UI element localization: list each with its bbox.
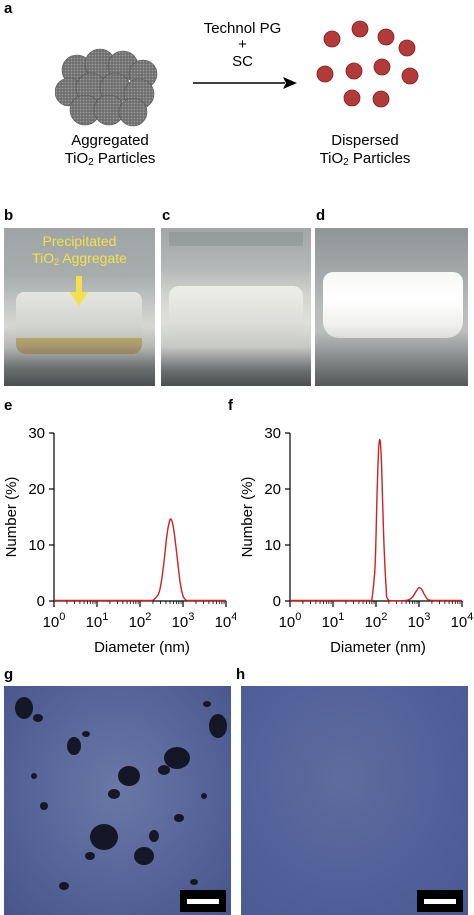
x-tick-label: 104 xyxy=(215,611,236,631)
x-tick-label: 103 xyxy=(408,611,431,631)
y-axis-label: Number (%) xyxy=(239,477,256,558)
x-tick-label: 100 xyxy=(279,611,302,631)
x-tick-label: 101 xyxy=(86,611,109,631)
series-line xyxy=(152,518,187,601)
aggregated-particles-illustration xyxy=(55,48,158,127)
x-axis-label: Diameter (nm) xyxy=(330,639,426,656)
scale-bar-g xyxy=(180,890,226,912)
x-tick-label: 104 xyxy=(451,611,474,631)
reagent-line-1: Technol PG xyxy=(203,20,282,37)
y-tick-label: 30 xyxy=(28,425,45,442)
dispersed-caption-line-1: Dispersed xyxy=(331,132,399,149)
y-tick-label: 30 xyxy=(264,425,281,442)
dispersed-caption-line-2: TiO2 Particles xyxy=(319,150,411,168)
vial-photo-c xyxy=(161,228,311,386)
panel-label-a: a xyxy=(4,0,13,17)
dispersed-particles-illustration xyxy=(316,20,419,108)
y-tick-label: 20 xyxy=(28,481,45,498)
panel-label-c: c xyxy=(162,207,171,224)
y-tick-label: 0 xyxy=(273,593,281,610)
panel-label-g: g xyxy=(4,666,14,683)
down-arrow-icon xyxy=(70,276,88,306)
y-tick-label: 10 xyxy=(264,537,281,554)
y-tick-label: 0 xyxy=(37,593,45,610)
scale-bar-h xyxy=(417,890,463,912)
y-tick-label: 20 xyxy=(264,481,281,498)
chart-e: 0 10 20 30 100 101 102 103 104 Diameter (nm) Numbe… xyxy=(3,425,236,656)
panel-label-f: f xyxy=(228,397,233,414)
vial-photo-d xyxy=(315,228,468,386)
y-axis-label: Number (%) xyxy=(3,477,20,558)
panel-label-e: e xyxy=(4,397,13,414)
series-line xyxy=(371,438,433,602)
chart-f: 0 10 20 30 100 101 102 103 104 Diameter (nm) Numbe… xyxy=(239,425,474,656)
x-tick-label: 102 xyxy=(129,611,152,631)
precipitate-annotation-line-1: Precipitated xyxy=(42,233,117,249)
panel-label-d: d xyxy=(316,207,326,224)
panel-label-b: b xyxy=(4,207,14,224)
x-tick-label: 100 xyxy=(43,611,66,631)
reagent-line-2: + xyxy=(238,36,247,53)
aggregated-caption-line-2: TiO2 Particles xyxy=(64,150,156,168)
micrograph-h xyxy=(241,686,468,915)
precipitate-annotation-line-2: TiO2 Aggregate xyxy=(32,250,127,267)
x-axis-label: Diameter (nm) xyxy=(94,639,190,656)
aggregate-spots xyxy=(15,697,227,890)
aggregated-caption-line-1: Aggregated xyxy=(71,132,149,149)
x-tick-label: 101 xyxy=(322,611,345,631)
y-tick-label: 10 xyxy=(28,537,45,554)
micrograph-g xyxy=(4,686,231,915)
reaction-arrow xyxy=(193,77,297,89)
x-tick-label: 102 xyxy=(365,611,388,631)
x-tick-label: 103 xyxy=(172,611,195,631)
vial-photo-b: Precipitated TiO2 Aggregate xyxy=(4,228,155,386)
panel-label-h: h xyxy=(236,666,246,683)
reagent-line-3: SC xyxy=(232,53,253,70)
